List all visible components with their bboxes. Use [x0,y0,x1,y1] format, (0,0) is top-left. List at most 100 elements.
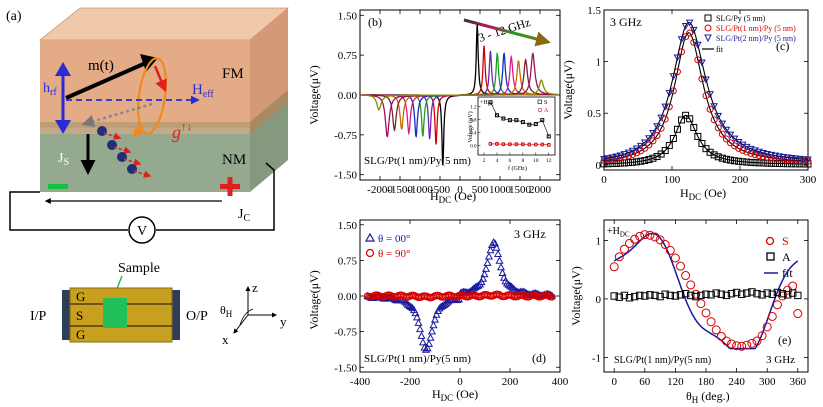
c-point-0-180 [722,155,730,163]
c-point-2-294 [800,156,808,164]
c-point-0-102 [669,134,677,142]
e-point-S-22 [721,336,731,346]
e-point-A-24 [732,288,741,297]
cpw-output-connector [172,290,180,340]
x-tick-label-1: -200 [400,376,421,388]
output-port-label: O/P [186,309,208,324]
c-point-0-252 [771,159,779,167]
d-point-0-612 [508,283,518,292]
spin-arrow-1 [103,132,122,140]
c-point-0-42 [629,158,637,166]
e-point-A-17 [697,291,705,300]
circuit-wire-right [156,162,275,231]
e-point-A-16 [692,292,700,301]
inset-x-tick-label-3: 8 [521,158,524,164]
legend-theta0-marker [364,232,376,242]
x-tick-label-1: 100 [664,174,681,186]
spin-arrow-3 [123,158,142,166]
d-point-0-468 [472,282,482,290]
e-point-S-7 [645,230,655,240]
c-point-1-84 [657,124,665,132]
spin-electron-4 [127,164,137,174]
d-point-0-564 [496,262,506,271]
c-point-2-270 [783,154,792,162]
e-point-A-23 [727,289,736,298]
inset-xlabel: f (GHz) [508,165,527,172]
d-point-0-588 [502,279,512,287]
e-point-A-2 [620,291,629,300]
c-point-0-204 [739,158,747,166]
e-point-A-29 [758,291,766,299]
inset-y-tick-label-2: 0.8 [470,119,477,124]
c-point-2-0 [600,155,608,163]
panel-label-a: (a) [6,9,22,24]
d-point-0-288 [427,327,437,335]
x-tick-label-4: 0 [457,184,463,196]
e-point-S-1 [614,252,624,262]
theta-label: θH [220,303,233,319]
legend-pt2: SLG/Pt(2 nm)/Py (5 nm) [716,34,796,43]
d-point-0-282 [426,333,435,341]
y-tick-label-1: 0 [596,294,602,306]
c-point-0-66 [645,156,653,164]
c-point-1-48 [633,149,641,157]
c-point-0-210 [743,158,751,166]
panel-b-ylabel: Voltage(μV) [307,65,321,125]
e-point-A-30 [763,289,771,297]
c-point-2-120 [681,23,690,30]
c-point-0-174 [718,154,726,162]
e-point-S-17 [696,299,706,309]
d-point-0-516 [484,252,494,260]
c-point-0-234 [759,159,767,167]
x-tick-label-2: 120 [667,376,684,388]
inset-point-A-1 [494,141,499,146]
e-point-S-26 [742,340,752,350]
e-point-A-28 [753,289,761,298]
d-point-0-228 [412,313,422,321]
e-point-A-4 [630,292,639,301]
panel-e-ylabel: Voltage(μV) [569,266,583,326]
d-point-0-306 [432,310,441,318]
spin-electron-3 [117,152,127,162]
cpw-ground-top: G [76,289,85,304]
e-point-A-19 [707,291,715,299]
x-tick-label-5: 300 [759,376,776,388]
c-point-2-192 [730,135,739,143]
x-tick-label-5: 500 [472,184,489,196]
nm-label: NM [222,152,246,168]
panel-e-series [609,230,803,351]
d-point-0-270 [423,344,432,352]
c-point-1-222 [751,151,759,159]
inset-point-A-3 [507,142,512,147]
e-point-S-25 [737,341,747,351]
legend-pt2-marker [704,34,712,43]
inset-point-A-7 [533,142,538,147]
y-tick-label-3: 0.75 [338,255,358,267]
d-point-0-552 [493,249,503,257]
c-point-1-0 [600,157,608,165]
c-point-2-162 [710,103,719,111]
panel-d-ticks: -400 -200 0 200 400 -1.50 -0.75 0.00 0.75 1.50 [334,220,569,388]
inset-legend-s-marker [537,99,542,104]
heff-label: Heff [192,82,214,100]
d-point-0-546 [492,243,501,251]
c-point-1-228 [755,152,763,160]
spin-arrow-2 [113,146,132,154]
d-point-0-522 [486,245,495,254]
legend-s-marker [765,236,775,246]
panel-d-title: 3 GHz [514,227,546,241]
inset-line-S [490,102,550,137]
y-tick-label-0: -1.50 [334,170,357,182]
nm-front-face [40,134,250,192]
fm-top-face [38,7,290,41]
e-point-S-8 [650,232,660,242]
fm-label: FM [222,66,244,82]
panel-label-c: (c) [776,39,789,53]
inset-point-S-7 [533,122,538,127]
y-tick-label-2: 1 [596,235,602,247]
inset-x-tick-label-4: 10 [533,158,539,164]
z-label: z [252,280,258,295]
inset-point-A-0 [488,141,493,146]
magnetization-arrow [65,60,149,100]
panel-d-ylabel: Voltage(μV) [307,270,321,330]
